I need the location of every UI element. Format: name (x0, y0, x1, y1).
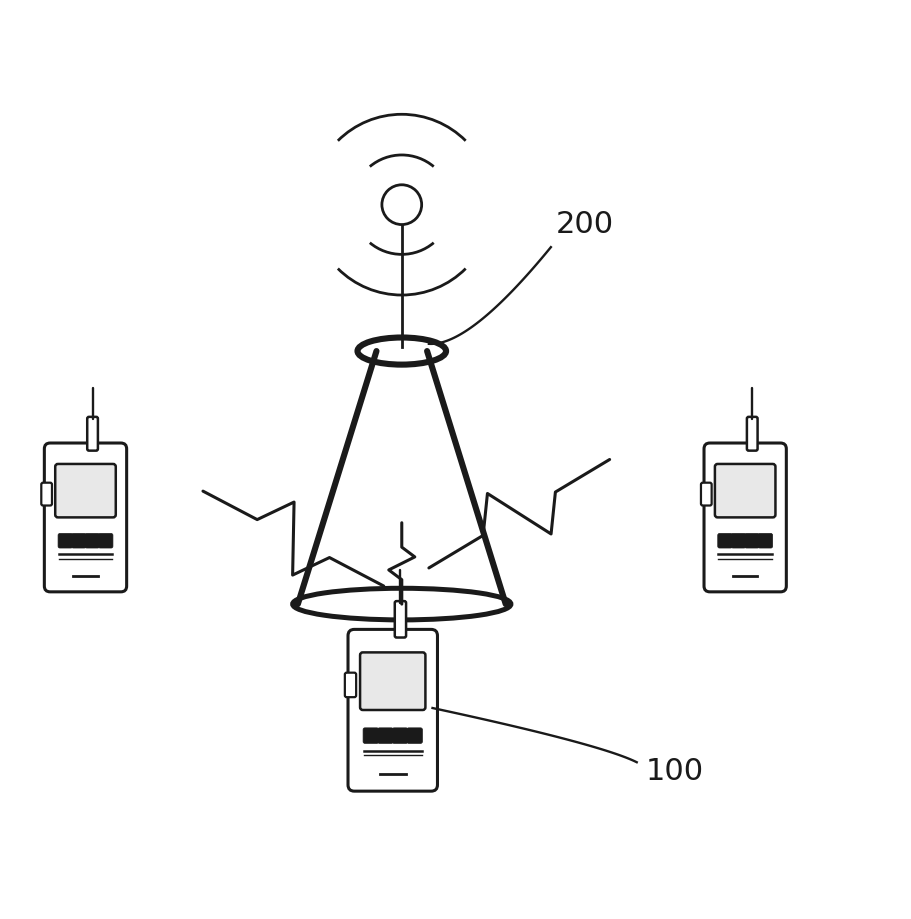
FancyBboxPatch shape (56, 464, 116, 517)
FancyBboxPatch shape (87, 417, 97, 450)
FancyBboxPatch shape (392, 728, 407, 743)
FancyBboxPatch shape (394, 601, 405, 638)
FancyBboxPatch shape (757, 533, 772, 548)
FancyBboxPatch shape (406, 728, 422, 743)
FancyBboxPatch shape (360, 652, 425, 710)
FancyBboxPatch shape (344, 673, 356, 698)
FancyBboxPatch shape (717, 533, 732, 548)
FancyBboxPatch shape (703, 443, 785, 592)
FancyBboxPatch shape (746, 417, 757, 450)
FancyBboxPatch shape (85, 533, 99, 548)
FancyBboxPatch shape (41, 482, 52, 505)
FancyBboxPatch shape (98, 533, 113, 548)
Text: 100: 100 (645, 756, 703, 786)
Text: 200: 200 (555, 210, 613, 239)
FancyBboxPatch shape (58, 533, 73, 548)
FancyBboxPatch shape (348, 630, 437, 791)
FancyBboxPatch shape (743, 533, 758, 548)
FancyBboxPatch shape (701, 482, 711, 505)
FancyBboxPatch shape (45, 443, 127, 592)
FancyBboxPatch shape (71, 533, 86, 548)
FancyBboxPatch shape (363, 728, 378, 743)
FancyBboxPatch shape (731, 533, 745, 548)
FancyBboxPatch shape (714, 464, 774, 517)
FancyBboxPatch shape (377, 728, 393, 743)
